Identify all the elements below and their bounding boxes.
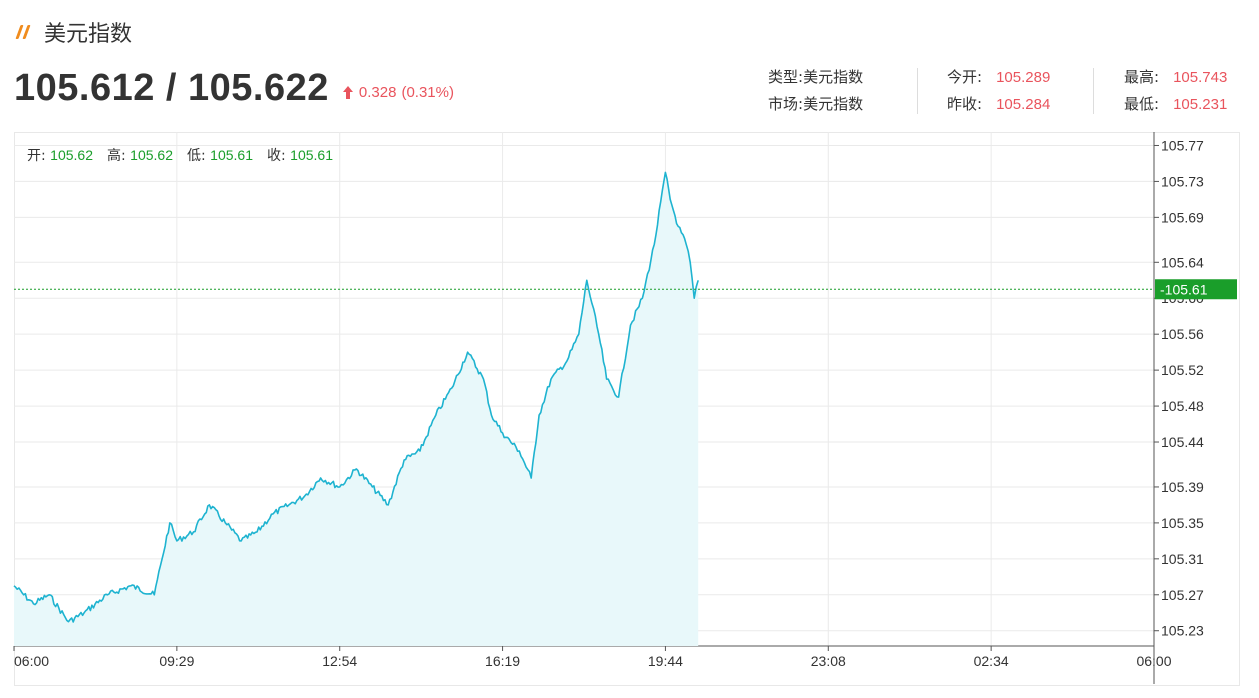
arrow-up-icon	[342, 85, 354, 99]
market-label: 市场:	[768, 95, 804, 113]
y-tick-label: 105.48	[1161, 398, 1204, 414]
market-value: 美元指数	[803, 95, 864, 113]
ohlc-low-label: 低:	[187, 148, 206, 164]
high-label: 最高:	[1124, 68, 1160, 86]
ohlc-high-label: 高:	[107, 148, 126, 164]
y-tick-label: 105.31	[1161, 551, 1204, 567]
y-tick-label: 105.64	[1161, 254, 1204, 270]
change-percent: (0.31%)	[401, 83, 454, 101]
price-line-series	[13, 171, 699, 623]
y-tick-label: 105.27	[1161, 587, 1204, 603]
type-label: 类型:	[768, 68, 804, 86]
price-change: 0.328 (0.31%)	[342, 83, 454, 101]
y-tick-label: 105.52	[1161, 362, 1204, 378]
page-header: 美元指数	[14, 16, 132, 48]
y-tick-label: 105.44	[1161, 434, 1204, 450]
y-tick-label: 105.56	[1161, 326, 1204, 342]
info-divider	[917, 68, 918, 114]
ohlc-readout: 开: 105.62 高: 105.62 低: 105.61 收: 105.61	[27, 145, 333, 165]
ohlc-low-value: 105.61	[210, 147, 253, 163]
chart-frame	[14, 132, 1240, 686]
x-tick-label: 19:44	[648, 653, 683, 669]
page-title: 美元指数	[44, 22, 133, 47]
x-tick-label: 06:00	[14, 653, 49, 669]
prev-close-label: 昨收:	[947, 95, 983, 113]
ohlc-open-label: 开:	[27, 148, 46, 164]
current-price-tag	[1155, 279, 1237, 300]
info-column-open-prevclose: 今开: 105.289 昨收: 105.284	[947, 64, 1050, 118]
y-tick-label: 105.77	[1161, 137, 1204, 153]
bid-ask-price: 105.612 / 105.622	[14, 66, 329, 109]
y-tick-label: 105.73	[1161, 173, 1204, 189]
x-tick-label: 02:34	[974, 653, 1009, 669]
prev-close-value: 105.284	[996, 96, 1051, 113]
type-value: 美元指数	[803, 68, 864, 86]
y-tick-label: 105.39	[1161, 479, 1204, 495]
current-price-label: -105.61	[1160, 281, 1208, 297]
info-divider	[1093, 68, 1094, 114]
open-label: 今开:	[947, 68, 983, 86]
y-tick-label: 105.35	[1161, 515, 1204, 531]
x-tick-label: 16:19	[485, 653, 520, 669]
low-value: 105.231	[1173, 96, 1228, 113]
price-area-fill	[14, 172, 699, 646]
ohlc-close-label: 收:	[267, 148, 286, 164]
x-tick-label: 23:08	[811, 653, 846, 669]
x-tick-label: 09:29	[159, 653, 194, 669]
info-column-type-market: 类型: 美元指数 市场: 美元指数	[768, 64, 863, 118]
ohlc-high-value: 105.62	[130, 147, 173, 163]
price-row: 105.612 / 105.622 0.328 (0.31%)	[14, 66, 454, 110]
y-tick-label: 105.23	[1161, 623, 1204, 639]
ohlc-close-value: 105.61	[290, 147, 333, 163]
change-value: 0.328	[358, 83, 397, 101]
y-tick-label: 105.69	[1161, 209, 1204, 225]
info-column-high-low: 最高: 105.743 最低: 105.231	[1124, 64, 1227, 118]
high-value: 105.743	[1173, 69, 1228, 86]
x-tick-label: 12:54	[322, 653, 357, 669]
ohlc-open-value: 105.62	[50, 147, 93, 163]
open-value: 105.289	[996, 69, 1051, 86]
low-label: 最低:	[1124, 95, 1160, 113]
